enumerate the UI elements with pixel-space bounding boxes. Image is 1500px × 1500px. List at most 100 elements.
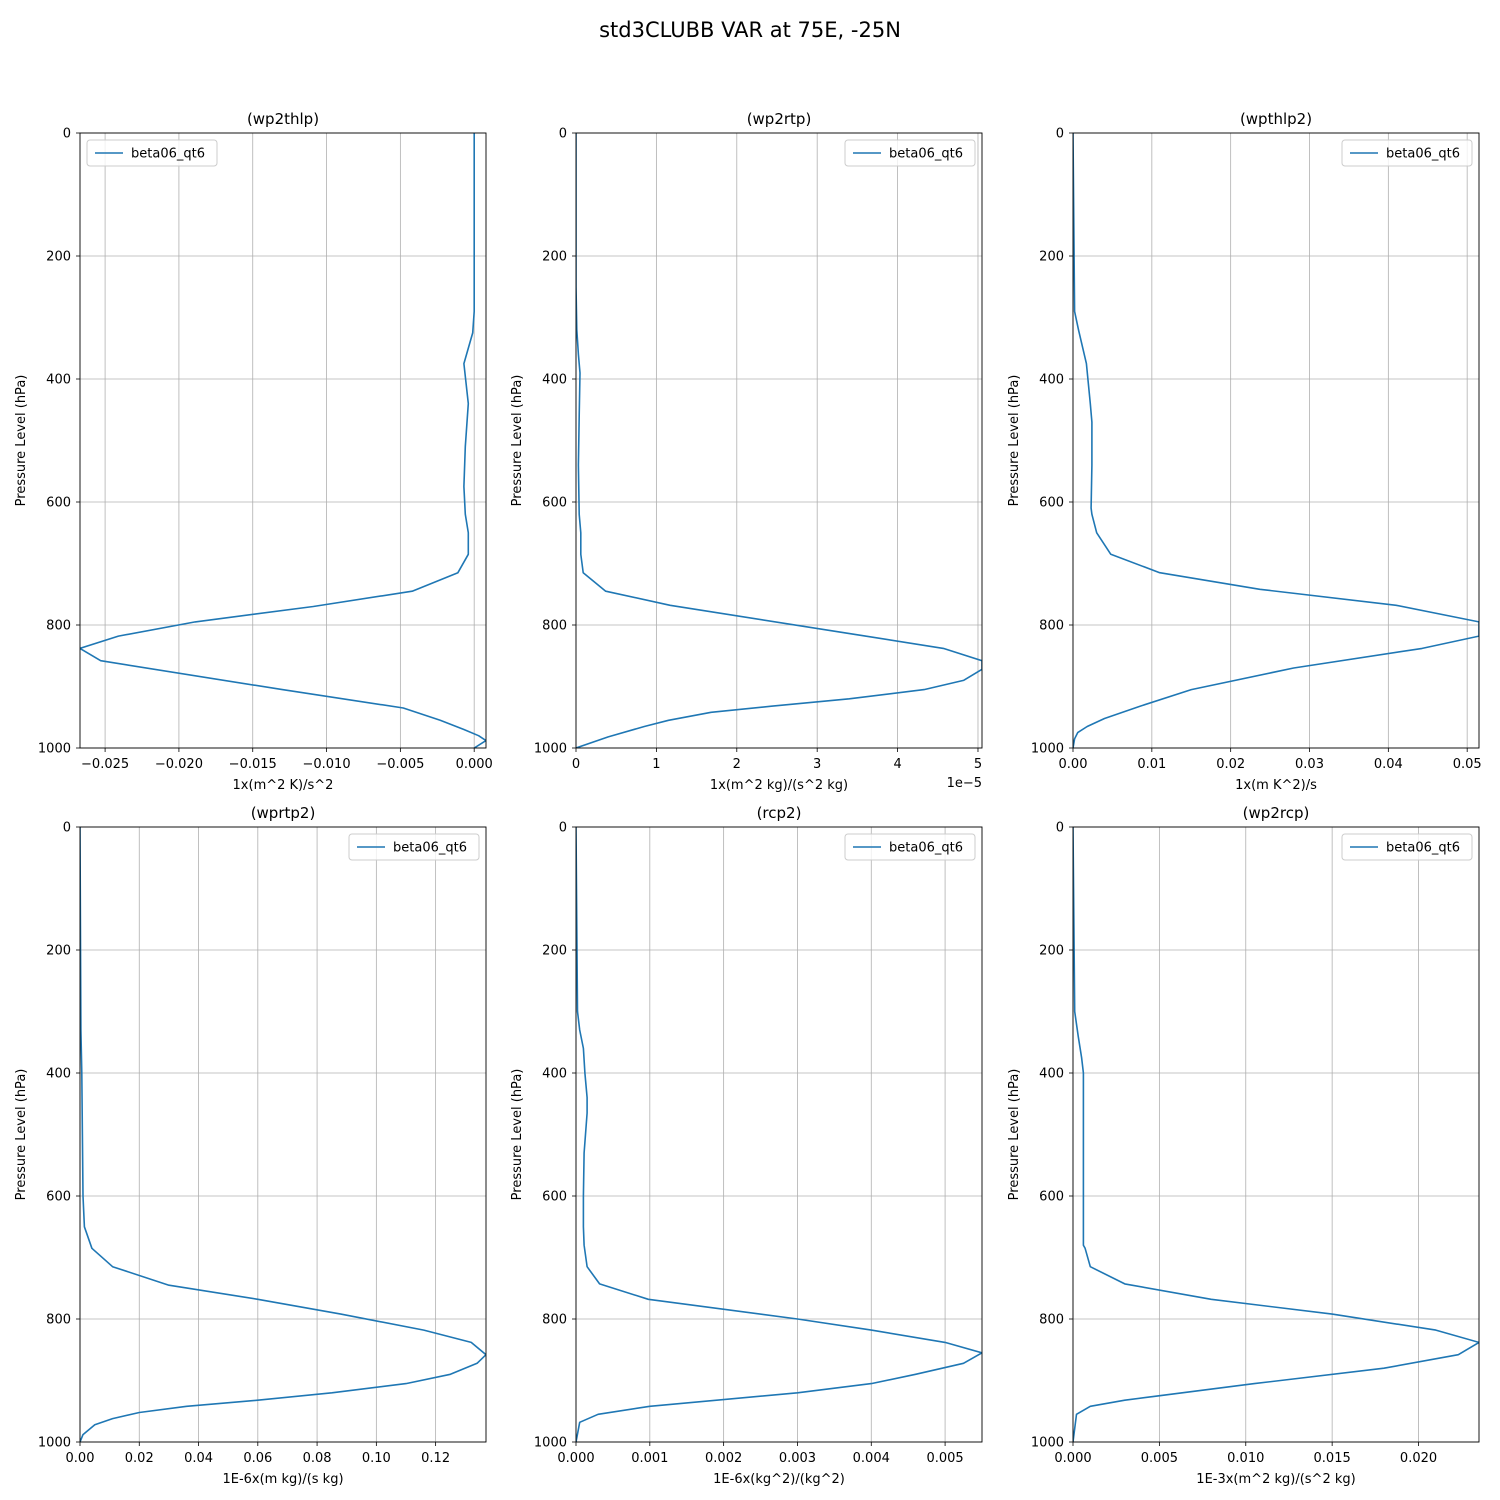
y-tick-label: 1000 — [38, 742, 71, 757]
panel-wp2rtp: (wp2rtp) 0 200 400 600 800 1000 0 1 2 3 4 5 1x(m^2 kg… — [510, 110, 983, 793]
axes-frame — [79, 132, 487, 749]
panel-title: (wp2rtp) — [747, 110, 812, 128]
panel-title: (wprtp2) — [251, 804, 316, 822]
y-tick-label: 0 — [559, 821, 567, 836]
figure-suptitle: std3CLUBB VAR at 75E, -25N — [599, 18, 901, 42]
legend-entry: beta06_qt6 — [1386, 147, 1460, 162]
y-tick-label: 400 — [1039, 373, 1064, 388]
x-axis-label: 1x(m^2 kg)/(s^2 kg) — [710, 778, 848, 793]
axes-frame — [575, 826, 983, 1443]
x-tick-label: 0.000 — [1054, 1451, 1091, 1466]
legend: beta06_qt6 — [1341, 139, 1473, 167]
y-tick-label: 1000 — [1031, 1436, 1064, 1451]
x-tick-label: −0.010 — [302, 757, 350, 772]
legend-entry: beta06_qt6 — [889, 841, 963, 856]
series-line-beta06_qt6 — [1073, 827, 1479, 1442]
x-tick-label: 0.000 — [456, 757, 493, 772]
x-tick-label: 0.12 — [421, 1451, 450, 1466]
legend-box — [1341, 833, 1473, 861]
x-tick-label: 0.010 — [1227, 1451, 1264, 1466]
y-tick-label: 800 — [542, 1313, 567, 1328]
y-tick-label: 600 — [1039, 496, 1064, 511]
x-tick-label: 0.00 — [1059, 757, 1088, 772]
x-tick-label: 1 — [652, 757, 660, 772]
x-axis-label: 1x(m K^2)/s — [1235, 778, 1317, 793]
x-tick-label: 0.005 — [1141, 1451, 1178, 1466]
legend-box — [86, 139, 218, 167]
y-tick-label: 1000 — [38, 1436, 71, 1451]
x-tick-label: 2 — [733, 757, 741, 772]
y-tick-label: 0 — [1056, 127, 1064, 142]
legend: beta06_qt6 — [844, 139, 976, 167]
x-axis-label: 1E-6x(m kg)/(s kg) — [222, 1472, 343, 1487]
x-tick-label: 0.020 — [1400, 1451, 1437, 1466]
x-tick-label: −0.020 — [155, 757, 203, 772]
y-axis-label: Pressure Level (hPa) — [510, 375, 525, 507]
y-tick-label: 400 — [542, 373, 567, 388]
x-axis-label: 1E-3x(m^2 kg)/(s^2 kg) — [1196, 1472, 1355, 1487]
y-tick-label: 600 — [542, 496, 567, 511]
series-line-beta06_qt6 — [80, 133, 486, 748]
y-tick-label: 400 — [542, 1067, 567, 1082]
series-line-beta06_qt6 — [1073, 133, 1479, 748]
y-tick-label: 0 — [1056, 821, 1064, 836]
y-tick-label: 200 — [1039, 944, 1064, 959]
legend: beta06_qt6 — [844, 833, 976, 861]
x-tick-label: −0.005 — [376, 757, 424, 772]
x-tick-label: 0.04 — [184, 1451, 213, 1466]
y-tick-label: 600 — [1039, 1190, 1064, 1205]
series-line-beta06_qt6 — [576, 827, 982, 1442]
y-tick-label: 800 — [46, 619, 71, 634]
y-tick-label: 400 — [46, 373, 71, 388]
x-axis-label: 1E-6x(kg^2)/(kg^2) — [713, 1472, 845, 1487]
legend-entry: beta06_qt6 — [393, 841, 467, 856]
y-tick-label: 800 — [1039, 619, 1064, 634]
y-tick-label: 600 — [542, 1190, 567, 1205]
x-tick-label: 0.000 — [557, 1451, 594, 1466]
panel-title: (wpthlp2) — [1240, 110, 1312, 128]
axes-frame — [1072, 132, 1480, 749]
x-tick-label: 0.04 — [1374, 757, 1403, 772]
panel-title: (wp2thlp) — [247, 110, 319, 128]
x-tick-label: 0.10 — [362, 1451, 391, 1466]
x-tick-label: 0.00 — [66, 1451, 95, 1466]
x-tick-label: 0.01 — [1137, 757, 1166, 772]
legend: beta06_qt6 — [1341, 833, 1473, 861]
y-axis-label: Pressure Level (hPa) — [1007, 1069, 1022, 1201]
x-tick-label: 0.06 — [243, 1451, 272, 1466]
axes-frame — [575, 132, 983, 749]
x-tick-label: 0.004 — [853, 1451, 890, 1466]
y-tick-label: 800 — [1039, 1313, 1064, 1328]
x-tick-label: −0.015 — [229, 757, 277, 772]
x-tick-label: 0.02 — [1216, 757, 1245, 772]
y-tick-label: 1000 — [534, 742, 567, 757]
y-tick-label: 200 — [46, 944, 71, 959]
legend: beta06_qt6 — [348, 833, 480, 861]
y-tick-label: 400 — [46, 1067, 71, 1082]
y-tick-label: 800 — [542, 619, 567, 634]
x-tick-label: 0.005 — [926, 1451, 963, 1466]
x-tick-label: 0.015 — [1314, 1451, 1351, 1466]
legend: beta06_qt6 — [86, 139, 218, 167]
y-tick-label: 0 — [63, 821, 71, 836]
y-tick-label: 200 — [46, 250, 71, 265]
y-axis-label: Pressure Level (hPa) — [14, 1069, 29, 1201]
x-tick-label: 0.002 — [705, 1451, 742, 1466]
x-tick-label: −0.025 — [81, 757, 129, 772]
legend-entry: beta06_qt6 — [889, 147, 963, 162]
x-tick-label: 0.03 — [1295, 757, 1324, 772]
y-tick-label: 600 — [46, 1190, 71, 1205]
axes-frame — [79, 826, 487, 1443]
panel-title: (wp2rcp) — [1243, 804, 1310, 822]
legend-box — [348, 833, 480, 861]
x-offset-label: 1e−5 — [947, 776, 982, 791]
y-axis-label: Pressure Level (hPa) — [510, 1069, 525, 1201]
x-tick-label: 0 — [572, 757, 580, 772]
x-tick-label: 0.003 — [779, 1451, 816, 1466]
x-tick-label: 4 — [893, 757, 901, 772]
